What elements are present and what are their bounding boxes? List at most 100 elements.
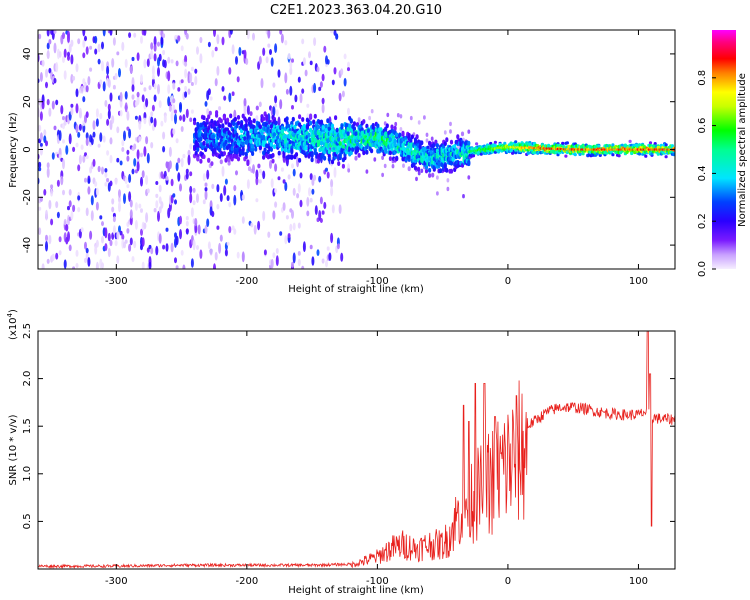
spectrogram-cell	[244, 123, 248, 128]
spectrogram-cell	[224, 249, 228, 257]
spectrogram-cell	[43, 129, 47, 137]
spectrogram-cell	[48, 107, 52, 117]
spectrogram-cell	[246, 161, 250, 167]
spectrogram-cell	[184, 61, 188, 67]
spectrogram-cell	[138, 203, 142, 209]
spectrogram-cell	[257, 163, 261, 169]
spectrogram-cell	[80, 144, 84, 150]
spectrogram-cell	[313, 113, 317, 119]
spectrogram-cell	[77, 195, 81, 201]
spectrogram-cell	[39, 132, 43, 141]
spectrogram-cell	[319, 119, 324, 125]
spectrogram-cell	[140, 35, 143, 44]
spectrogram-cell	[82, 39, 86, 48]
spectrogram-cell	[561, 141, 565, 145]
spectrogram-cell	[38, 33, 42, 40]
spectrogram-cell	[153, 83, 157, 90]
spectrogram-cell	[425, 132, 429, 137]
spectrogram-cell	[72, 266, 76, 269]
spectrogram-cell	[365, 169, 369, 174]
spectrogram-cell	[172, 128, 176, 135]
spectrogram-cell	[131, 256, 135, 263]
spectrogram-cell	[299, 136, 303, 142]
spectrogram-cell	[340, 252, 344, 262]
x-tick-label: -300	[105, 276, 128, 287]
spectrogram-cell	[213, 263, 216, 269]
spectrogram-cell	[145, 98, 149, 108]
spectrogram-cell	[199, 125, 203, 131]
spectrogram-cell	[85, 155, 89, 160]
spectrogram-cell	[218, 124, 222, 129]
spectrogram-cell	[277, 150, 281, 156]
spectrogram-cell	[153, 117, 157, 128]
spectrogram-cell	[644, 154, 648, 158]
spectrogram-cell	[260, 78, 264, 89]
spectrogram-cell	[267, 30, 271, 39]
spectrogram-cell	[395, 156, 399, 162]
spectrogram-cell	[395, 132, 399, 138]
spectrogram-cell	[255, 105, 259, 111]
spectrogram-cell	[394, 121, 398, 127]
spectrogram-cell	[92, 158, 96, 167]
spectrogram-cell	[140, 74, 143, 84]
spectrogram-cell	[222, 115, 226, 121]
spectrogram-cell	[384, 147, 388, 153]
spectrogram-cell	[194, 75, 198, 86]
spectrogram-cell	[160, 120, 164, 127]
spectrogram-cell	[277, 69, 281, 78]
spectrogram-cell	[38, 124, 42, 132]
spectrogram-cell	[417, 171, 421, 176]
spectrogram-cell	[321, 103, 325, 114]
spectrogram-cell	[172, 98, 176, 104]
spectrogram-cell	[388, 156, 392, 162]
spectrogram-cell	[148, 261, 152, 269]
spectrogram-cell	[101, 166, 104, 175]
spectrogram-cell	[231, 44, 235, 55]
spectrogram-cell	[95, 201, 99, 211]
spectrogram-cell	[126, 184, 130, 189]
spectrogram-cell	[155, 193, 159, 198]
spectrogram-cell	[269, 142, 273, 147]
spectrogram-cell	[228, 226, 232, 234]
spectrogram-cell	[140, 208, 143, 213]
x-tick-label: 0	[505, 576, 511, 587]
spectrogram-cell	[207, 88, 211, 96]
spectrogram-cell	[352, 121, 356, 127]
x-tick-label: -100	[366, 276, 389, 287]
spectrogram-cell	[216, 34, 220, 45]
spectrogram-cell	[131, 84, 135, 92]
spectrogram-cell	[133, 158, 137, 167]
spectrogram-cell	[611, 153, 615, 157]
spectrogram-cell	[280, 128, 284, 134]
spectrogram-cell	[43, 189, 47, 196]
spectrogram-cell	[109, 180, 113, 187]
x-tick-label: -200	[236, 576, 259, 587]
spectrogram-cell	[214, 251, 218, 261]
spectrogram-cell	[194, 68, 198, 74]
spectrogram-cell	[275, 109, 279, 117]
spectrogram-cell	[263, 147, 267, 153]
spectrogram-cell	[80, 227, 84, 233]
spectrogram-cell	[165, 243, 169, 252]
y-tick-label: 40	[22, 48, 33, 61]
spectrogram-cell	[75, 88, 79, 98]
spectrogram-cell	[370, 148, 374, 154]
spectrogram-cell	[116, 157, 120, 163]
spectrogram-cell	[245, 58, 249, 65]
spectrogram-cell	[109, 154, 113, 164]
spectrogram-cell	[272, 82, 276, 88]
spectrogram-cell	[331, 204, 335, 214]
spectrogram-cell	[50, 188, 54, 197]
spectrogram-cell	[233, 185, 237, 192]
spectrogram-cell	[185, 220, 189, 227]
spectrogram-cell	[55, 99, 59, 106]
spectrogram-cell	[136, 52, 140, 61]
spectrogram-cell	[62, 189, 65, 196]
spectrogram-cell	[287, 53, 291, 60]
spectrogram-cell	[153, 208, 157, 213]
spectrogram-cell	[357, 117, 361, 122]
spectrogram-cell	[118, 195, 121, 203]
spectrogram-cell	[326, 59, 330, 65]
spectrogram-cell	[310, 157, 314, 163]
spectrogram-cell	[349, 118, 353, 124]
